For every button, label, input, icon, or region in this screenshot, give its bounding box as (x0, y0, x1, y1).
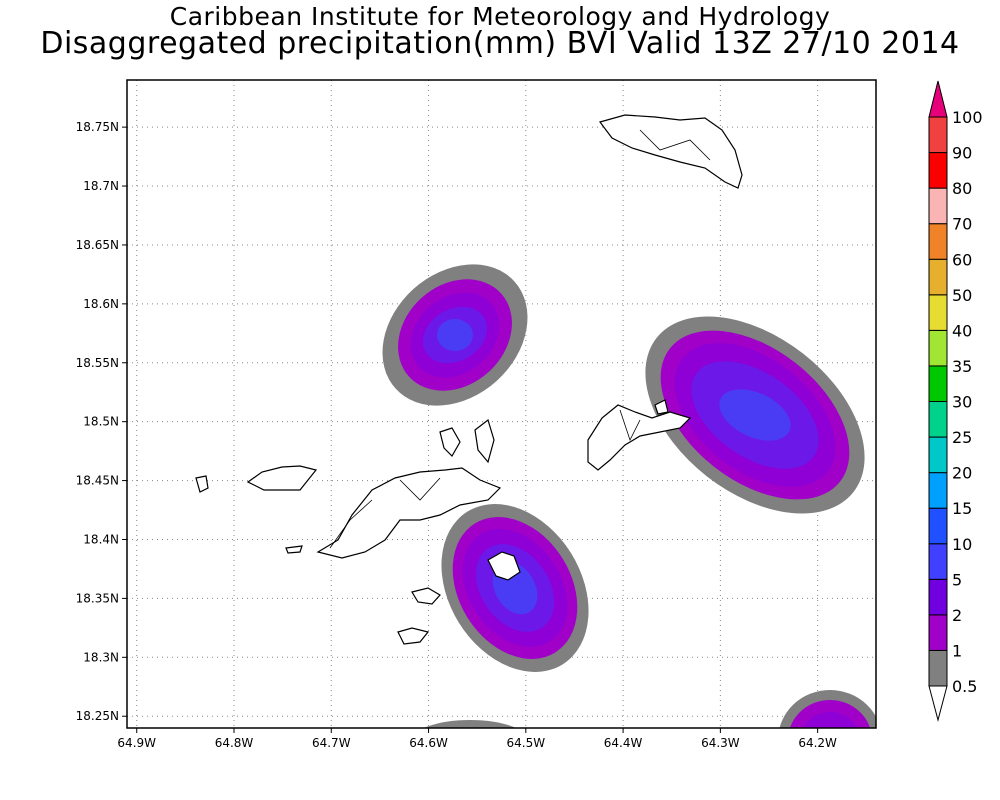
legend-label: 20 (952, 464, 972, 483)
x-tick-label: 64.5W (507, 736, 546, 750)
virgin-gorda-island (587, 404, 692, 471)
legend-label: 15 (952, 499, 972, 518)
contour-ring (802, 712, 858, 728)
legend-swatch (928, 436, 948, 474)
contour-ring (423, 720, 517, 728)
contour-ring (437, 319, 473, 351)
y-tick-label: 18.55N (76, 356, 119, 370)
x-tick-label: 64.8W (215, 736, 254, 750)
legend-swatch (928, 614, 948, 651)
legend-label: 60 (952, 250, 972, 269)
legend-label: 100 (952, 108, 983, 127)
legend-swatch (928, 116, 948, 154)
legend-label: 50 (952, 286, 972, 305)
rain-cell (779, 690, 876, 728)
rain-cell (441, 504, 589, 672)
jost-van-dyke-island (246, 465, 318, 491)
plot-frame (126, 79, 877, 729)
y-tick-label: 18.7N (83, 179, 119, 193)
y-tick-label: 18.6N (83, 297, 119, 311)
legend-swatch (928, 543, 948, 580)
y-tick-label: 18.3N (83, 650, 119, 664)
y-tick-label: 18.75N (76, 120, 119, 134)
legend-label: 40 (952, 321, 972, 340)
norman-island (411, 587, 441, 605)
small-cay (397, 627, 430, 645)
x-tick-label: 64.2W (798, 736, 837, 750)
x-tick-label: 64.7W (312, 736, 351, 750)
ginger-island (487, 551, 521, 581)
legend-over-arrow (928, 80, 948, 118)
legend-swatch (928, 578, 948, 616)
islands-layer (195, 114, 743, 645)
legend-under-arrow (928, 685, 948, 722)
rain-cell (645, 316, 865, 514)
y-tick-label: 18.65N (76, 238, 119, 252)
legend-swatch (928, 294, 948, 331)
legend-swatch (928, 187, 948, 225)
tortola-boundary (399, 477, 441, 501)
chart-subtitle: Disaggregated precipitation(mm) BVI Vali… (40, 26, 960, 61)
legend-label: 70 (952, 215, 972, 234)
legend-label: 5 (952, 570, 962, 589)
legend-label: 90 (952, 144, 972, 163)
necker-island (654, 399, 669, 415)
anegada-island (598, 114, 743, 189)
legend-label: 2 (952, 606, 962, 625)
great-camanoe-island (439, 427, 461, 457)
legend-swatch (928, 258, 948, 296)
virgin-gorda-boundary (619, 409, 641, 442)
y-tick-label: 18.5N (83, 415, 119, 429)
rain-cell (423, 720, 517, 728)
legend-label: 35 (952, 357, 972, 376)
legend-swatch (928, 152, 948, 189)
west-cay (195, 475, 209, 493)
x-tick-label: 64.4W (604, 736, 643, 750)
legend-label: 10 (952, 535, 972, 554)
legend-label: 80 (952, 179, 972, 198)
legend-swatch (928, 223, 948, 260)
legend-label: 1 (952, 641, 962, 660)
y-tick-label: 18.45N (76, 474, 119, 488)
precipitation-contours (382, 264, 876, 728)
legend-label: 25 (952, 428, 972, 447)
chart-title: Caribbean Institute for Meteorology and … (169, 2, 831, 31)
legend-swatch (928, 507, 948, 545)
small-rock (285, 545, 303, 554)
tortola-boundary (329, 499, 373, 549)
legend-swatch (928, 649, 948, 687)
tortola-island (316, 467, 502, 559)
legend-label: 0.5 (952, 677, 977, 696)
y-tick-label: 18.35N (76, 591, 119, 605)
y-tick-label: 18.25N (76, 709, 119, 723)
legend-swatch (928, 329, 948, 367)
x-tick-label: 64.6W (409, 736, 448, 750)
x-tick-label: 64.3W (701, 736, 740, 750)
rain-cell (382, 264, 528, 406)
legend-swatch (928, 472, 948, 509)
y-tick-label: 18.4N (83, 532, 119, 546)
contour-ring (719, 389, 791, 441)
legend-swatch (928, 401, 948, 438)
anegada-boundary (639, 129, 711, 161)
axes-labels: 64.9W 64.8W 64.7W 64.6W 64.5W 64.4W 64.3W 64.2W… (76, 120, 837, 750)
x-tick-label: 64.9W (117, 736, 156, 750)
legend-swatch (928, 365, 948, 402)
scrub-island (474, 418, 495, 464)
legend-label: 30 (952, 393, 972, 412)
